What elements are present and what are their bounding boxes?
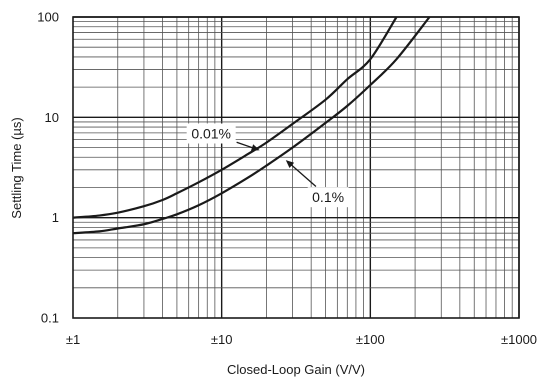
series-line-1 [72,16,431,235]
x-tick-label: ±1 [66,332,80,347]
y-tick-label: 100 [37,10,59,25]
y-axis-label: Settling Time (µs) [9,117,24,218]
y-tick-labels: 0.1 1 10 100 [37,10,59,326]
grid [73,16,520,318]
y-tick-label: 0.1 [41,311,59,326]
annotation-arrow-line [236,141,255,149]
annotation-label: 0.01% [191,126,231,142]
y-tick-label: 1 [52,210,59,225]
x-tick-labels: ±1 ±10 ±100 ±1000 [66,332,537,347]
series-layer [72,16,431,235]
annotation-label-bg [186,123,236,144]
annotation-label: 0.1% [312,189,344,205]
annotation-label-bg [307,187,349,208]
series-line-0 [72,16,398,219]
x-tick-label: ±1000 [501,332,537,347]
annotation-arrow-line [289,163,317,188]
x-tick-label: ±100 [356,332,385,347]
annotation-arrow-head [250,144,260,151]
annotations: 0.01% 0.1% [186,123,349,208]
y-tick-label: 10 [45,110,59,125]
x-axis-label: Closed-Loop Gain (V/V) [227,362,365,377]
plot-frame [72,16,520,319]
x-tick-label: ±10 [211,332,233,347]
annotation-arrow-head [285,160,295,168]
